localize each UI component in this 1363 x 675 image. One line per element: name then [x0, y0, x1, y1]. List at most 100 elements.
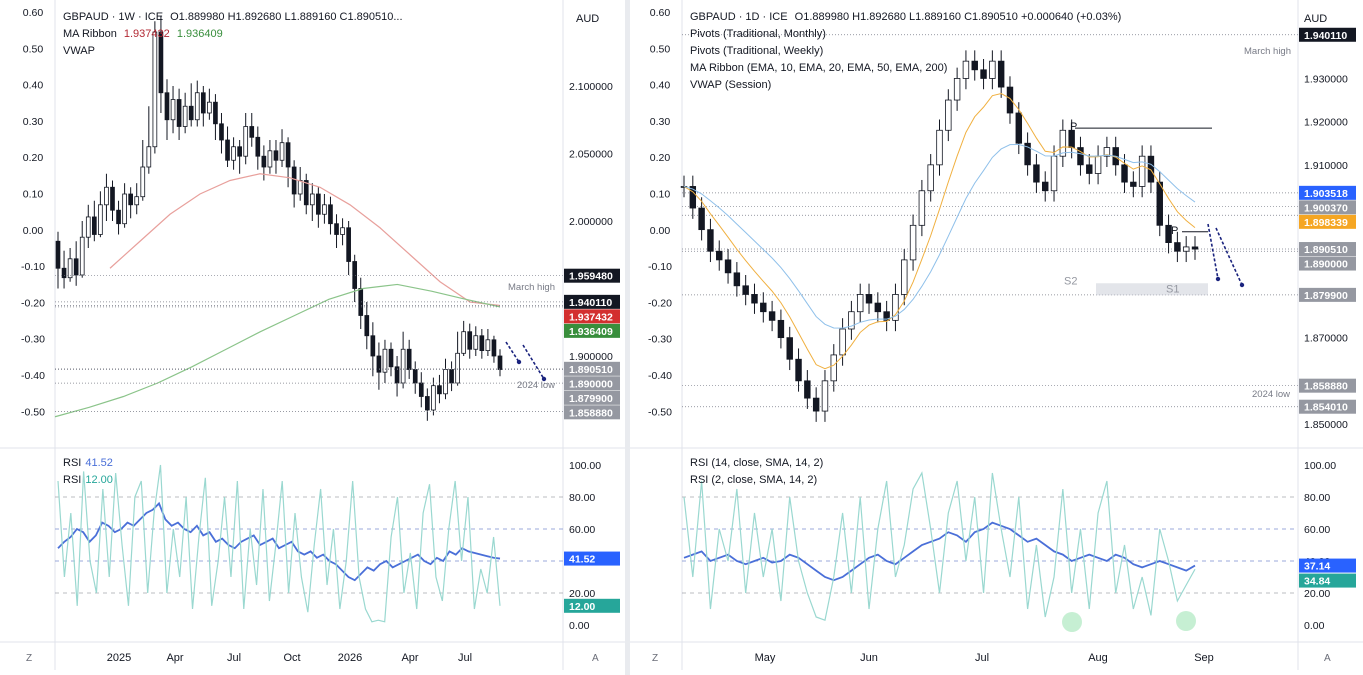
candle-body	[1050, 155, 1058, 192]
ma-ribbon-line	[54, 283, 501, 418]
candle-body	[146, 146, 152, 168]
rsi-axis-tick: 80.00	[569, 492, 595, 504]
rsi-axis-tick: 100.00	[569, 460, 601, 472]
rsi-value-text: 41.52	[569, 554, 595, 566]
price-label-box	[564, 323, 620, 338]
weekly-zoom-control[interactable]: Z	[26, 653, 33, 664]
right-axis-tick: 2.050000	[569, 149, 613, 161]
candle-body	[980, 69, 987, 79]
daily-rsi2-label[interactable]: RSI (2, close, SMA, 14, 2)	[690, 474, 818, 486]
price-label-box	[1299, 200, 1356, 215]
weekly-rsi-legend: RSI 41.52 RSI 12.00	[63, 455, 117, 489]
candle-body	[182, 105, 188, 127]
pivot-label-p: P	[1070, 121, 1077, 133]
candle-body	[479, 335, 485, 352]
candle-body	[297, 180, 303, 195]
candle-body	[61, 267, 67, 279]
panel-divider[interactable]	[625, 0, 630, 675]
candle-body	[485, 339, 491, 351]
candle-body	[364, 315, 370, 337]
rsi-value-box	[1299, 573, 1356, 588]
candle-body	[716, 250, 723, 261]
time-axis-tick: Apr	[401, 652, 418, 664]
candle-body	[431, 385, 436, 411]
pivot-label-s2: S2	[1064, 275, 1077, 287]
candle-body	[122, 193, 127, 225]
candle-body	[812, 397, 820, 412]
candle-body	[322, 204, 327, 215]
time-axis-tick: Oct	[283, 652, 300, 664]
daily-legend: GBPAUD · 1D · ICE O1.889980 H1.892680 L1…	[690, 9, 1125, 94]
candle-body	[936, 129, 943, 166]
candle-body	[698, 207, 705, 231]
candle-body	[303, 180, 309, 206]
rsi-line	[57, 464, 501, 623]
rsi-axis-tick: 20.00	[1304, 588, 1330, 600]
daily-pivots-weekly-label[interactable]: Pivots (Traditional, Weekly)	[690, 45, 824, 57]
weekly-vwap-label[interactable]: VWAP	[63, 45, 95, 57]
price-label-text: 1.900370	[1304, 202, 1348, 214]
candle-body	[795, 358, 802, 382]
daily-zoom-control[interactable]: Z	[652, 653, 659, 664]
candle-body	[786, 337, 793, 360]
weekly-ma-label[interactable]: MA Ribbon	[63, 28, 117, 40]
candle-body	[104, 186, 109, 206]
candle-body	[1103, 147, 1111, 157]
candle-body	[376, 355, 382, 373]
weekly-currency-label[interactable]: AUD	[576, 13, 600, 25]
candle-body	[473, 335, 479, 350]
candle-body	[67, 258, 73, 279]
left-axis-tick: -0.50	[648, 406, 672, 418]
candle-body	[909, 224, 917, 261]
rsi-value-box	[564, 551, 620, 566]
left-axis-tick: 0.10	[650, 189, 671, 201]
projection-arrow-head	[516, 359, 522, 365]
candle-body	[821, 380, 829, 412]
weekly-chart-svg[interactable]: 0.60 0.50 0.40 0.30 0.20 0.10 0.00 -0.10 -0.20 -0…	[0, 0, 625, 675]
daily-chart-svg[interactable]: 0.60 0.50 0.40 0.30 0.20 0.10 0.00 -0.10 -0.20 -0…	[630, 0, 1363, 675]
rsi-line	[683, 521, 1196, 582]
candle-body	[1059, 129, 1067, 157]
candle-body	[328, 204, 333, 225]
daily-ma-ribbon-label[interactable]: MA Ribbon (EMA, 10, EMA, 20, EMA, 50, EM…	[690, 62, 948, 74]
candle-body	[170, 99, 176, 121]
candle-body	[207, 101, 212, 114]
rsi-axis-tick: 100.00	[1304, 460, 1336, 472]
weekly-rsi14-label[interactable]: RSI	[63, 457, 82, 469]
candle-body	[733, 272, 741, 287]
candle-body	[140, 166, 146, 198]
weekly-auto-scale-control[interactable]: A	[592, 653, 599, 664]
candle-body	[760, 302, 767, 313]
price-label-text: 1.858880	[1304, 381, 1348, 393]
price-label-text: 1.898339	[1304, 217, 1348, 229]
left-axis-tick: -0.20	[21, 297, 45, 309]
candle-body	[98, 204, 103, 235]
candle-body	[892, 294, 899, 321]
time-axis-tick: Jul	[458, 652, 472, 664]
weekly-chart-panel[interactable]: 0.60 0.50 0.40 0.30 0.20 0.10 0.00 -0.10 -0.20 -0…	[0, 0, 625, 675]
daily-rsi14-label[interactable]: RSI (14, close, SMA, 14, 2)	[690, 457, 824, 469]
candle-body	[73, 258, 79, 276]
left-axis-tick: 0.20	[23, 152, 44, 164]
left-axis-tick: 0.30	[23, 116, 44, 128]
daily-currency-label[interactable]: AUD	[1304, 13, 1328, 25]
candle-body	[110, 186, 115, 211]
daily-pivots-monthly-label[interactable]: Pivots (Traditional, Monthly)	[690, 28, 826, 40]
daily-auto-scale-control[interactable]: A	[1324, 653, 1331, 664]
daily-symbol[interactable]: GBPAUD · 1D · ICE	[690, 11, 788, 23]
projection-arrow	[505, 341, 520, 363]
candle-body	[425, 396, 430, 411]
candle-body	[255, 136, 261, 157]
weekly-symbol[interactable]: GBPAUD · 1W · ICE	[63, 11, 164, 23]
candle-body	[1165, 224, 1172, 244]
daily-chart-panel[interactable]: 0.60 0.50 0.40 0.30 0.20 0.10 0.00 -0.10 -0.20 -0…	[630, 0, 1363, 675]
candle-body	[388, 348, 394, 368]
left-axis-tick: 0.50	[650, 43, 671, 55]
candle-body	[352, 261, 358, 289]
candle-body	[128, 193, 133, 206]
daily-ohlc: O1.889980 H1.892680 L1.889160 C1.890510 …	[794, 11, 1122, 23]
projection-arrow	[1207, 223, 1219, 280]
daily-vwap-label[interactable]: VWAP (Session)	[690, 79, 772, 91]
weekly-rsi2-label[interactable]: RSI	[63, 474, 82, 486]
price-label-text: 1.940110	[569, 297, 612, 309]
